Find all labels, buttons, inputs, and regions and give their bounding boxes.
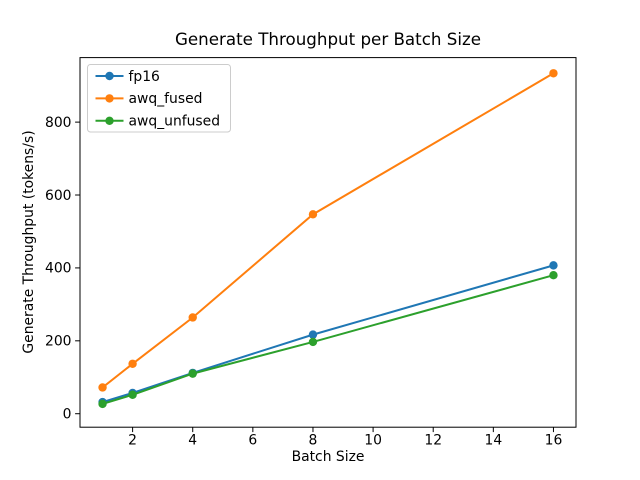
- x-tick-label: 8: [309, 433, 318, 449]
- x-tick-label: 4: [188, 433, 197, 449]
- data-point-awq_fused-x1: [98, 383, 107, 392]
- legend-marker-awq_fused: [105, 94, 114, 103]
- x-tick-label: 6: [248, 433, 257, 449]
- x-tick-label: 10: [364, 433, 382, 449]
- data-point-fp16-x8: [308, 330, 318, 339]
- x-tick-label: 2: [128, 433, 137, 449]
- data-point-awq_unfused-x1: [98, 399, 107, 409]
- legend-marker-fp16: [105, 71, 114, 81]
- x-tick-label: 12: [424, 433, 442, 449]
- data-point-awq_fused-x8: [308, 210, 318, 219]
- legend-label-fp16: fp16: [129, 69, 160, 85]
- data-point-awq_unfused-x16: [549, 271, 558, 280]
- legend-label-awq_unfused: awq_unfused: [129, 114, 221, 130]
- data-point-awq_unfused-x2: [128, 390, 137, 399]
- data-point-awq_fused-x16: [549, 69, 558, 78]
- data-point-awq_unfused-x8: [308, 337, 318, 347]
- x-tick-label: 14: [484, 433, 502, 449]
- y-tick-label: 400: [45, 261, 72, 277]
- y-tick-label: 0: [63, 407, 72, 423]
- plot-border: [79, 57, 577, 428]
- y-tick-label: 800: [45, 115, 72, 131]
- data-point-awq_fused-x4: [188, 313, 197, 322]
- y-axis-label: Generate Throughput (tokens/s): [21, 130, 37, 354]
- legend-marker-awq_unfused: [105, 116, 114, 126]
- series-line-awq_unfused: [101, 274, 555, 405]
- legend-box: [87, 64, 231, 133]
- legend-label-awq_fused: awq_fused: [129, 91, 203, 107]
- x-tick-label: 16: [545, 433, 563, 449]
- y-tick-label: 600: [45, 188, 72, 204]
- data-point-fp16-x16: [549, 261, 558, 270]
- x-axis-label: Batch Size: [291, 449, 365, 465]
- y-tick-label: 200: [45, 334, 72, 350]
- data-point-awq_fused-x2: [128, 359, 137, 368]
- chart-title: Generate Throughput per Batch Size: [174, 29, 482, 49]
- data-point-awq_unfused-x4: [188, 369, 197, 378]
